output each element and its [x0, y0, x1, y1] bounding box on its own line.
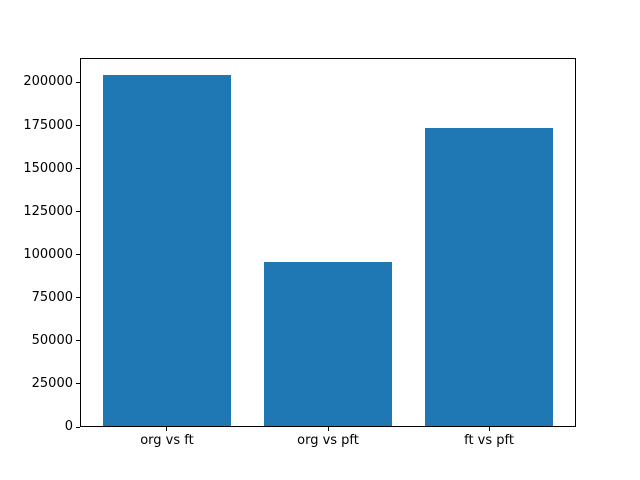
y-tick-label: 175000 — [23, 117, 73, 133]
x-tick-label: ft vs pft — [464, 433, 514, 448]
y-tick-mark — [76, 168, 80, 170]
y-tick-mark — [76, 125, 80, 127]
y-tick-label: 125000 — [23, 203, 73, 219]
y-tick-label: 25000 — [31, 375, 73, 391]
x-tick-mark — [488, 427, 490, 431]
y-tick-mark — [76, 383, 80, 385]
y-tick-label: 0 — [64, 419, 73, 434]
y-tick-mark — [76, 81, 80, 83]
y-tick-label: 150000 — [23, 160, 73, 176]
y-tick-mark — [76, 426, 80, 428]
x-tick-label: org vs ft — [140, 433, 194, 448]
y-tick-mark — [76, 340, 80, 342]
y-tick-label: 75000 — [31, 289, 73, 305]
y-tick-label: 50000 — [31, 332, 73, 348]
bar-ft-vs-pft — [424, 128, 554, 426]
y-tick-label: 100000 — [23, 246, 73, 262]
y-tick-mark — [76, 254, 80, 256]
x-tick-mark — [166, 427, 168, 431]
bar-org-vs-ft — [102, 75, 232, 426]
plot-area — [80, 58, 576, 427]
y-tick-mark — [76, 297, 80, 299]
bar-org-vs-pft — [263, 262, 393, 426]
y-tick-label: 200000 — [23, 74, 73, 90]
x-tick-label: org vs pft — [297, 433, 359, 448]
y-tick-mark — [76, 211, 80, 213]
x-tick-mark — [327, 427, 329, 431]
